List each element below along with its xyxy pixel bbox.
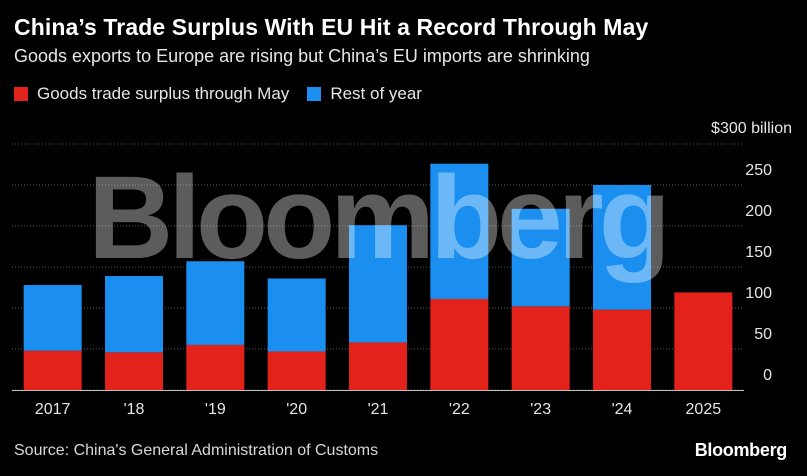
bar-rest-of-year [511,208,570,307]
legend-label-rest-of-year: Rest of year [330,84,422,103]
y-tick-label: 100 [745,285,772,302]
bar-surplus [186,344,245,390]
bar-surplus [674,292,733,390]
legend-item-rest-of-year: Rest of year [307,84,422,104]
y-tick-label: $300 billion [711,120,792,137]
legend: Goods trade surplus through May Rest of … [14,84,440,104]
bloomberg-logo: Bloomberg [694,440,788,460]
bar-rest-of-year [349,225,407,343]
bar-rest-of-year [23,285,82,351]
x-tick-label: '21 [368,401,389,418]
x-tick-label: '18 [124,401,145,418]
x-tick-label: '24 [612,401,633,418]
y-tick-label: 150 [745,244,772,261]
bar-rest-of-year [267,278,326,352]
x-tick-label: 2025 [686,401,722,418]
bar-rest-of-year [430,163,489,299]
bar-surplus [349,342,407,390]
bar-rest-of-year [186,261,245,345]
legend-swatch-rest-of-year [307,87,322,101]
x-tick-label: 2017 [35,401,71,418]
bar-surplus [23,350,82,390]
bar-surplus [267,351,326,390]
source-note: Source: China's General Administration o… [14,442,379,459]
x-tick-label: '23 [530,401,551,418]
x-tick-label: '22 [449,401,470,418]
bar-surplus [511,306,570,390]
x-tick-label: '20 [286,401,307,418]
chart-subtitle: Goods exports to Europe are rising but C… [14,46,590,66]
bar-rest-of-year [593,185,651,310]
bar-surplus [430,298,489,390]
y-tick-label: 250 [745,162,772,179]
legend-item-surplus: Goods trade surplus through May [14,84,289,104]
x-tick-label: '19 [205,401,226,418]
legend-label-surplus: Goods trade surplus through May [37,84,290,103]
legend-swatch-surplus [14,87,28,101]
bar-rest-of-year [105,276,163,353]
y-tick-label: 0 [763,367,772,384]
chart-title: China’s Trade Surplus With EU Hit a Reco… [14,14,649,40]
y-tick-label: 50 [754,326,772,343]
y-tick-label: 200 [745,203,772,220]
bar-surplus [105,352,163,390]
bar-surplus [593,309,651,390]
